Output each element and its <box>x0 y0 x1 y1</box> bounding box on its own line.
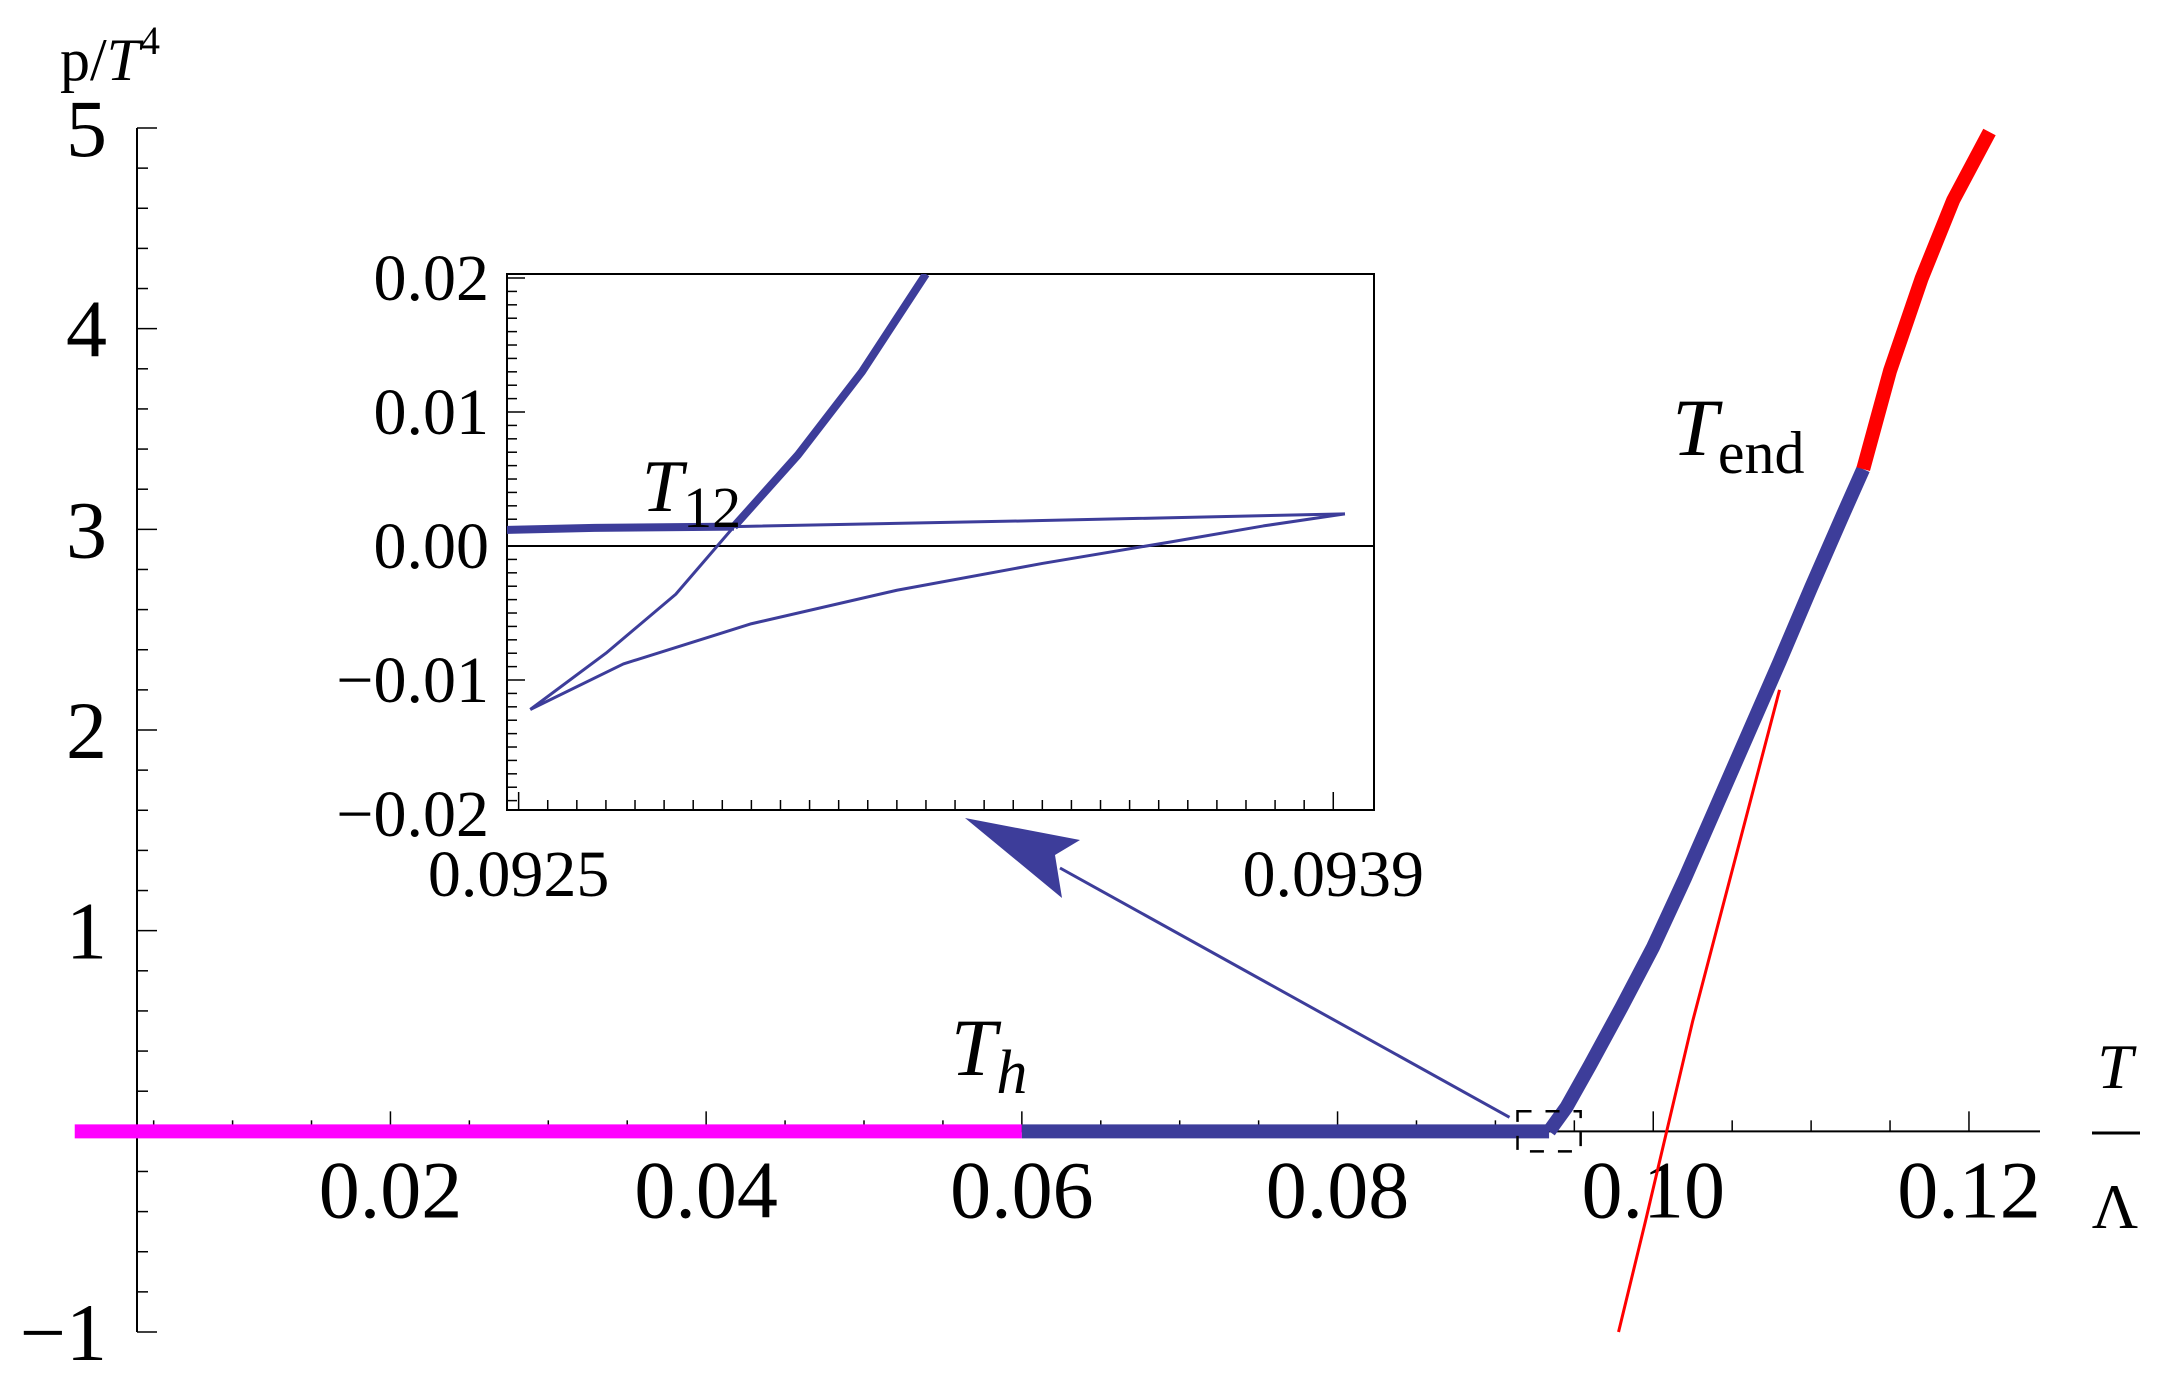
y-axis-label-exp: 4 <box>140 18 160 63</box>
zoom-arrow <box>965 818 1511 1119</box>
annotation-sub: h <box>996 1039 1027 1107</box>
annotation-main: T <box>951 1002 1002 1093</box>
inset-plot: −0.02 −0.01 0.00 0.01 0.02 0.0925 0.0939 T12 <box>336 242 1424 911</box>
inset-series-line-thick <box>730 274 930 530</box>
x-tick-label: 0.06 <box>950 1144 1094 1235</box>
y-tick-label: 5 <box>66 83 107 174</box>
x-tick-label: 0.08 <box>1266 1144 1410 1235</box>
x-tick-label: 0.04 <box>634 1144 778 1235</box>
inset-y-tick-label: −0.02 <box>336 778 489 851</box>
inset-series-line-thin <box>529 525 736 711</box>
x-axis-label-top: T <box>2097 1031 2137 1102</box>
zoom-box <box>1516 1110 1582 1153</box>
inset-y-tick-label: 0.01 <box>374 376 490 449</box>
inset-y-tick-label: −0.01 <box>336 644 489 717</box>
inset-y-tick-label: 0.00 <box>374 510 490 583</box>
inset-x-tick-label: 0.0939 <box>1243 838 1425 911</box>
inset-label-main: T <box>642 446 688 528</box>
series-line-red-thin <box>1617 689 1781 1333</box>
y-tick-label: 1 <box>66 886 107 977</box>
y-tick-label: 3 <box>66 484 107 575</box>
arrow-shaft <box>1059 866 1511 1119</box>
main-labels: p/T4 T Λ <box>60 18 2140 1242</box>
y-tick-label: −1 <box>20 1287 107 1376</box>
inset-y-tick-label: 0.02 <box>374 242 490 315</box>
annotation-main: T <box>1672 382 1723 473</box>
y-axis-label-main: p/ <box>60 27 107 93</box>
series-line-blue-thick <box>1543 466 1870 1136</box>
x-tick-label: 0.02 <box>319 1144 463 1235</box>
inset-x-tick-label: 0.0925 <box>428 838 610 911</box>
annotation-sub: end <box>1718 420 1805 486</box>
inset-series-line-thin <box>733 512 1345 529</box>
annotation-h: Th <box>951 1002 1028 1107</box>
y-axis-label: p/T4 <box>60 18 160 93</box>
inset-frame <box>506 273 1375 811</box>
inset-label-sub: 12 <box>683 475 741 540</box>
inset-label: T12 <box>642 446 741 540</box>
inset-series-line-thick <box>507 522 734 534</box>
inset-series-line-thin <box>529 512 1346 711</box>
annotation-end: Tend <box>1672 382 1804 486</box>
y-tick-label: 4 <box>66 284 107 375</box>
x-tick-label: 0.12 <box>1897 1144 2041 1235</box>
x-axis-label-bottom: Λ <box>2092 1171 2138 1242</box>
inset-series <box>507 274 1346 711</box>
arrow-head <box>965 818 1080 898</box>
series-line-red-thick <box>1856 128 1996 471</box>
y-axis-label-t: T <box>107 27 144 93</box>
y-tick-label: 2 <box>66 685 107 776</box>
